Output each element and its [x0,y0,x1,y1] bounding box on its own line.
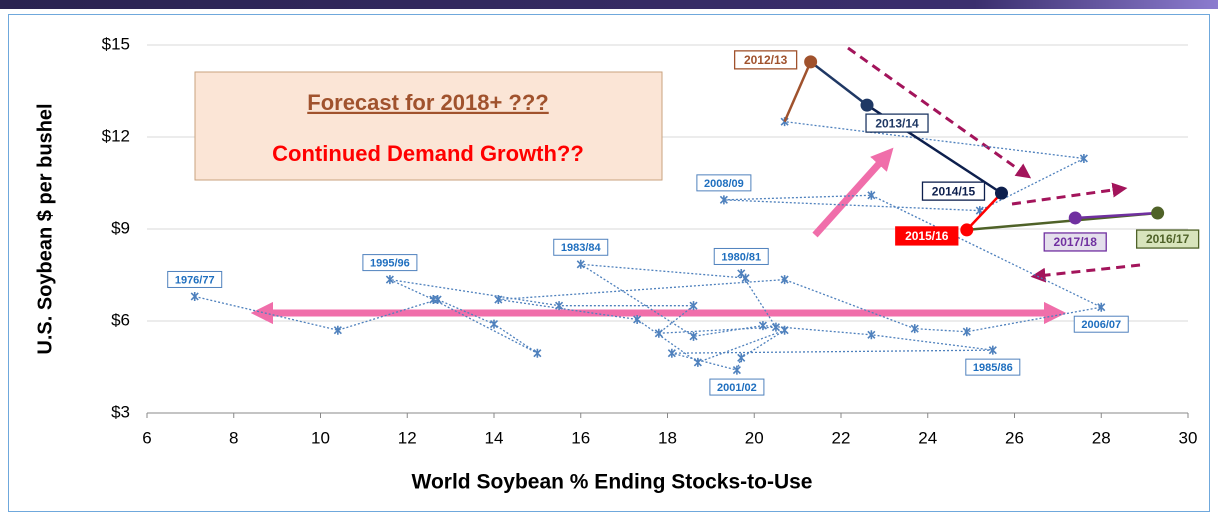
point [780,275,789,285]
point [429,295,438,305]
top-band [0,0,1218,9]
point-label: 2013/14 [875,116,919,130]
point [780,325,789,335]
point [633,314,642,324]
point [1151,206,1165,220]
point [333,325,342,335]
point [1097,302,1106,312]
arrow [847,46,1032,179]
connector [783,61,812,123]
point-label: 2001/02 [717,382,757,394]
point [190,291,199,301]
point [732,365,741,375]
point-label-box [865,113,929,133]
point [988,345,997,355]
point [737,353,746,363]
point [385,275,394,285]
point-label-box [921,181,986,201]
x-tick-label: 14 [485,428,504,447]
point [860,98,874,112]
arrow [1011,182,1128,206]
point-label: 2008/09 [704,178,744,190]
point-label: 1995/96 [370,258,410,270]
arrow [1030,263,1141,283]
point [1068,211,1082,225]
x-tick-label: 12 [398,428,417,447]
point [689,301,698,311]
point [554,301,564,311]
point-label-box [713,247,769,265]
point-label-box [1135,229,1200,249]
annotation: Forecast for 2018+ ??? [307,90,548,115]
y-tick-label: $3 [111,402,130,421]
y-tick-label: $9 [111,218,130,237]
point-label: 2014/15 [932,184,976,198]
x-tick-label: 28 [1092,428,1111,447]
y-tick-label: $12 [102,126,130,145]
point [867,330,876,340]
x-tick-label: 16 [571,428,590,447]
point-label: 1980/81 [721,251,761,263]
segment [965,192,1003,231]
point-label-box [1073,315,1129,333]
y-axis-label: U.S. Soybean $ per bushel [34,103,56,354]
point [489,319,499,329]
annotation: Continued Demand Growth?? [272,141,584,166]
point-label: 1983/84 [561,242,602,254]
x-tick-label: 20 [745,428,764,447]
point-label-box [696,174,752,192]
point [576,259,585,269]
x-tick-label: 18 [658,428,677,447]
x-axis-label: World Soybean % Ending Stocks-to-Use [412,471,813,494]
point [719,195,728,205]
point-label: 1976/77 [175,274,215,286]
point-label-box [362,254,418,272]
arrow [812,147,894,238]
point [771,322,781,332]
point [654,328,663,338]
point-label-box [553,238,609,256]
point [533,348,542,358]
segment [809,60,868,107]
point [758,321,767,331]
x-tick-label: 22 [832,428,851,447]
point-label-box [733,50,798,70]
point [910,324,919,334]
point-label-box [709,378,765,396]
segment [1075,211,1158,220]
point [689,331,698,341]
x-tick-label: 30 [1179,428,1198,447]
y-tick-label: $6 [111,310,130,329]
point [667,348,676,358]
annotation-box [194,71,663,181]
point-label-box [167,270,223,288]
point-label-box [895,226,959,246]
point-label: 2006/07 [1081,319,1121,331]
point-label-box [965,358,1021,376]
x-tick-label: 24 [918,428,937,447]
y-tick-label: $15 [102,34,130,53]
x-tick-label: 10 [311,428,330,447]
x-tick-label: 6 [142,428,151,447]
x-tick-label: 26 [1005,428,1024,447]
x-tick-label: 8 [229,428,238,447]
point [867,190,876,200]
point-label: 2016/17 [1146,232,1190,246]
point [962,327,971,337]
point [741,273,750,283]
point [960,223,974,237]
point [994,186,1008,200]
point [494,295,503,305]
point [693,357,702,367]
point-label-box [1043,232,1107,252]
point-label: 2017/18 [1054,235,1098,249]
point [804,55,818,69]
point-label: 1985/86 [973,362,1013,374]
point-label: 2012/13 [744,53,788,67]
point [1079,153,1088,163]
point-label: 2015/16 [905,229,949,243]
